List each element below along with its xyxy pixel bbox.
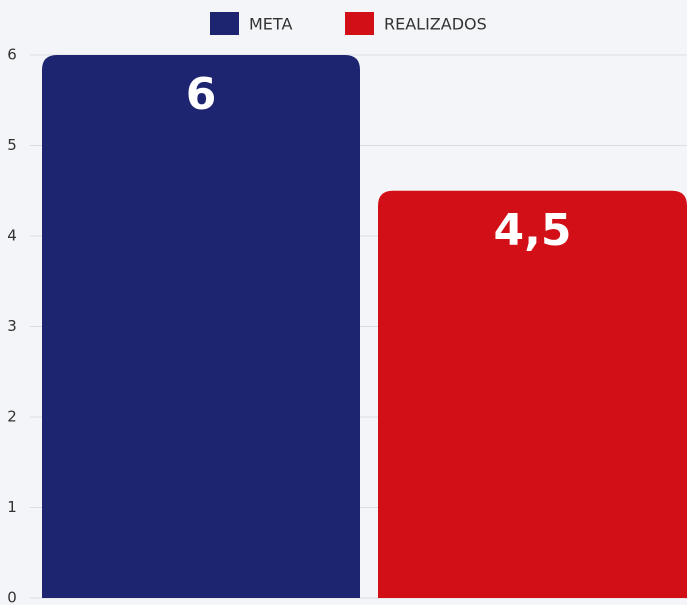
value-label: 4,5: [494, 205, 572, 256]
y-tick-label: 0: [7, 589, 17, 605]
bar: [42, 55, 360, 598]
y-tick-label: 1: [7, 498, 17, 516]
y-tick-label: 5: [7, 136, 17, 154]
bar: [378, 190, 687, 598]
legend-swatch: [210, 12, 239, 35]
legend-swatch: [345, 12, 374, 35]
y-tick-label: 3: [7, 317, 17, 335]
y-tick-label: 2: [7, 408, 17, 426]
y-tick-label: 6: [7, 46, 17, 64]
legend-label: REALIZADOS: [384, 15, 487, 34]
y-tick-label: 4: [7, 227, 17, 245]
legend-label: META: [249, 15, 292, 34]
value-label: 6: [186, 69, 217, 120]
